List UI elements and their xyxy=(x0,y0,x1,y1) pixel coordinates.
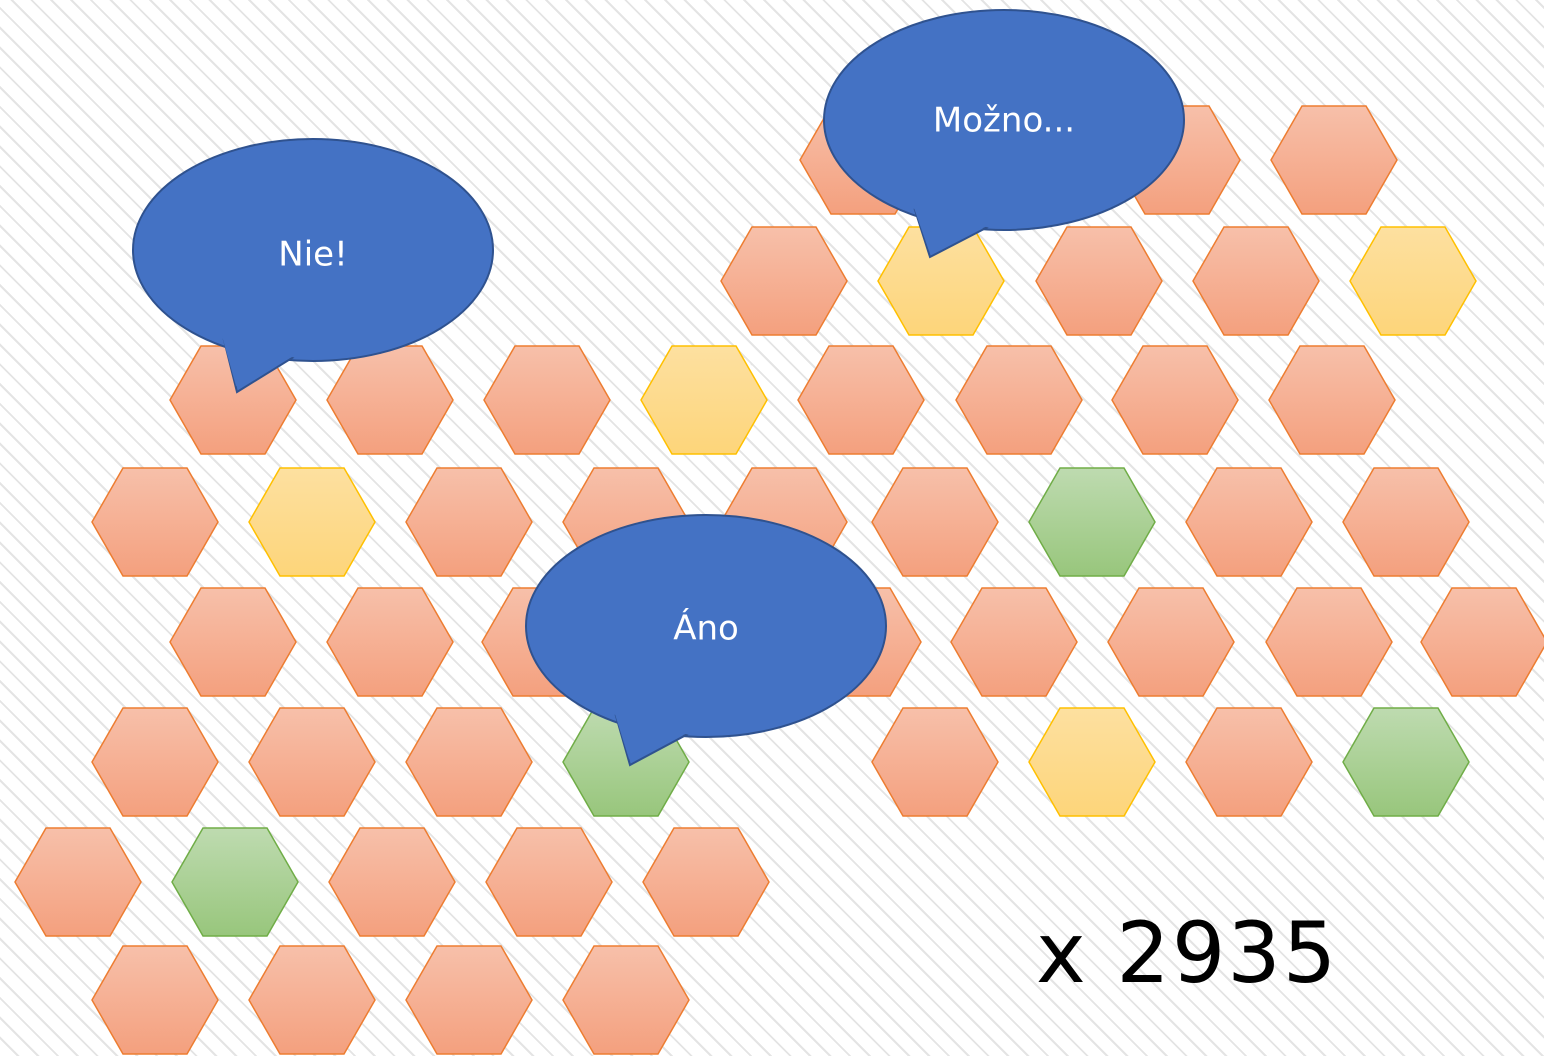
hexagon xyxy=(405,467,533,577)
speech-bubble: Možno... xyxy=(823,9,1185,259)
hexagon xyxy=(14,827,142,937)
hexagon xyxy=(1192,226,1320,336)
bubble-text: Nie! xyxy=(278,235,347,275)
hexagon xyxy=(1342,467,1470,577)
hexagon-grid xyxy=(14,105,1544,1055)
speech-bubble: Nie! xyxy=(132,138,494,394)
hexagon xyxy=(797,345,925,455)
hexagon xyxy=(1420,587,1544,697)
hexagon xyxy=(562,945,690,1055)
hexagon xyxy=(1185,707,1313,817)
hexagon xyxy=(1268,345,1396,455)
hexagon xyxy=(483,345,611,455)
bubble-join xyxy=(222,336,296,386)
hexagon xyxy=(1185,467,1313,577)
hexagon xyxy=(328,827,456,937)
hexagon xyxy=(720,226,848,336)
bubble-text: Možno... xyxy=(933,101,1075,141)
hexagon xyxy=(326,587,454,697)
hexagon xyxy=(405,945,533,1055)
hexagon xyxy=(1028,467,1156,577)
hexagon xyxy=(1028,707,1156,817)
bubble-join xyxy=(913,205,990,251)
hexagon xyxy=(91,467,219,577)
hexagon xyxy=(1270,105,1398,215)
hexagon xyxy=(248,707,376,817)
hexagon xyxy=(950,587,1078,697)
hexagon xyxy=(1349,226,1477,336)
speech-bubble: Áno xyxy=(525,514,887,767)
counter: x 2935 xyxy=(1036,904,1338,1002)
hexagon xyxy=(1111,345,1239,455)
bubble-body xyxy=(823,9,1185,231)
bubble-text: Áno xyxy=(673,608,739,649)
hexagon xyxy=(642,827,770,937)
hexagon xyxy=(1342,707,1470,817)
hexagon xyxy=(1265,587,1393,697)
hexagon xyxy=(871,707,999,817)
hexagon xyxy=(405,707,533,817)
hexagon xyxy=(1035,226,1163,336)
hexagon xyxy=(248,945,376,1055)
hexagon xyxy=(955,345,1083,455)
hexagon xyxy=(169,587,297,697)
hexagon xyxy=(248,467,376,577)
bubble-body xyxy=(525,514,887,738)
hexagon xyxy=(171,827,299,937)
bubble-body xyxy=(132,138,494,362)
hexagon xyxy=(871,467,999,577)
bubble-join xyxy=(614,711,690,759)
hexagon xyxy=(640,345,768,455)
hexagon xyxy=(91,707,219,817)
hexagon xyxy=(877,226,1005,336)
hexagon xyxy=(91,945,219,1055)
hexagon xyxy=(485,827,613,937)
hexagon xyxy=(1107,587,1235,697)
hexagon xyxy=(326,345,454,455)
